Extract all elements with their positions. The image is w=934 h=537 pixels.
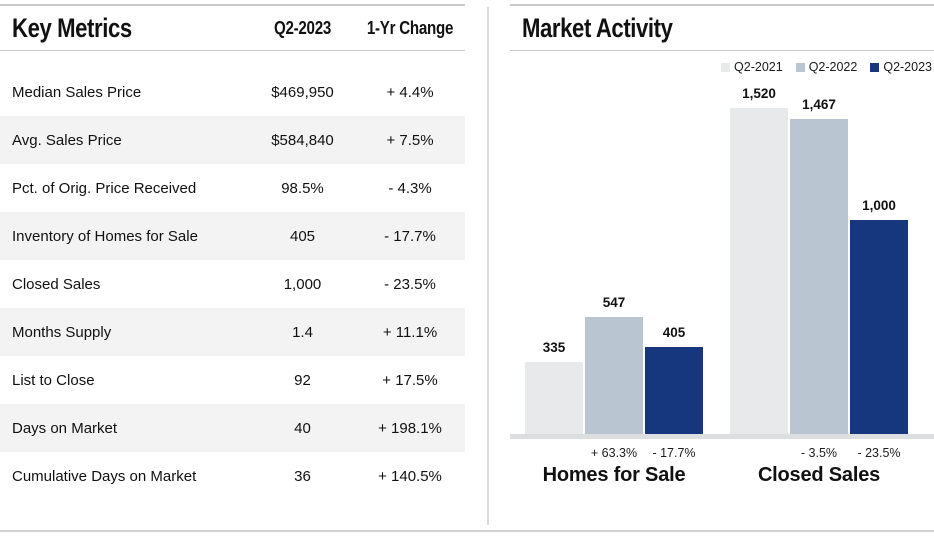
metric-label: Median Sales Price xyxy=(12,83,142,101)
metric-label: Avg. Sales Price xyxy=(12,131,122,149)
bar-value-label: 1,520 xyxy=(742,86,776,101)
bar-wrap: 1,467 xyxy=(790,97,848,434)
legend-label: Q2-2022 xyxy=(808,60,858,74)
table-row-closed-sales: Closed Sales 1,000 - 23.5% xyxy=(0,260,465,308)
table-row-avg-sales-price: Avg. Sales Price $584,840 + 7.5% xyxy=(0,116,465,164)
group-label-homes-for-sale: Homes for Sale xyxy=(542,464,686,486)
bottom-rule xyxy=(0,530,934,532)
metric-change: + 4.4% xyxy=(386,83,434,101)
metric-value: 36 xyxy=(294,467,311,485)
legend-swatch-q2-2022 xyxy=(795,62,805,72)
bar-q2-2023-closed-sales xyxy=(850,220,908,434)
metric-value: $469,950 xyxy=(271,83,334,101)
metric-change: + 17.5% xyxy=(382,371,438,389)
metric-value: 1.4 xyxy=(292,323,313,341)
legend-item-q2-2023: Q2-2023 xyxy=(870,60,932,74)
pct-change-label: - 23.5% xyxy=(857,446,901,460)
bar-value-label: 335 xyxy=(542,340,566,355)
metric-label: Days on Market xyxy=(12,419,118,437)
market-activity-header: Market Activity xyxy=(510,4,934,51)
metric-label: List to Close xyxy=(12,371,95,389)
metric-value: 40 xyxy=(294,419,311,437)
column-header-1yr-change: 1-Yr Change xyxy=(366,17,454,38)
pct-slot-empty xyxy=(730,446,788,460)
legend-item-q2-2021: Q2-2021 xyxy=(721,60,783,74)
legend-swatch-q2-2021 xyxy=(721,62,731,72)
table-row-inventory: Inventory of Homes for Sale 405 - 17.7% xyxy=(0,212,465,260)
legend-label: Q2-2023 xyxy=(883,60,932,74)
metric-label: Months Supply xyxy=(12,323,112,341)
bar-value-label: 547 xyxy=(602,295,626,310)
bar-value-label: 1,467 xyxy=(802,97,836,112)
bar-group-closed-sales: 1,520 1,467 1,000 xyxy=(730,86,908,434)
bar-group-homes-for-sale: 335 547 405 xyxy=(525,108,703,434)
panel-divider xyxy=(487,7,489,525)
market-activity-panel: Market Activity Q2-2021 Q2-2022 Q2-2023 … xyxy=(510,0,934,487)
market-activity-title: Market Activity xyxy=(522,12,673,43)
key-metrics-table: Median Sales Price $469,950 + 4.4% Avg. … xyxy=(0,68,465,500)
metric-change: - 23.5% xyxy=(384,275,436,293)
metric-change: - 4.3% xyxy=(388,179,432,197)
table-row-list-to-close: List to Close 92 + 17.5% xyxy=(0,356,465,404)
pct-change-row: + 63.3% - 17.7% - 3.5% - 23.5% xyxy=(510,446,934,460)
pct-slot-empty xyxy=(525,446,583,460)
legend-swatch-q2-2023 xyxy=(870,62,880,72)
pct-change-label: + 63.3% xyxy=(590,446,638,460)
bar-value-label: 1,000 xyxy=(862,198,896,213)
bar-q2-2021-closed-sales xyxy=(730,108,788,434)
metric-label: Inventory of Homes for Sale xyxy=(12,227,198,245)
metric-value: 98.5% xyxy=(281,179,324,197)
bar-value-label: 405 xyxy=(662,325,686,340)
key-metrics-header: Key Metrics Q2-2023 1-Yr Change xyxy=(0,4,465,51)
group-label-row: Homes for Sale Closed Sales xyxy=(510,464,934,487)
bar-q2-2023-homes-for-sale xyxy=(645,347,703,434)
pct-change-label: - 3.5% xyxy=(800,446,838,460)
metric-label: Closed Sales xyxy=(12,275,101,293)
bar-wrap: 1,520 xyxy=(730,86,788,434)
bar-q2-2022-closed-sales xyxy=(790,119,848,434)
bar-q2-2021-homes-for-sale xyxy=(525,362,583,434)
metric-label: Cumulative Days on Market xyxy=(12,467,197,485)
metric-value: 92 xyxy=(294,371,311,389)
metric-change: + 140.5% xyxy=(378,467,442,485)
metric-change: + 7.5% xyxy=(386,131,434,149)
metric-change: - 17.7% xyxy=(384,227,436,245)
metric-value: 405 xyxy=(289,227,316,245)
pct-change-label: - 17.7% xyxy=(652,446,696,460)
bar-wrap: 1,000 xyxy=(850,108,908,434)
chart-legend: Q2-2021 Q2-2022 Q2-2023 xyxy=(510,60,934,74)
bar-q2-2022-homes-for-sale xyxy=(585,317,643,434)
pct-group-closed-sales: - 3.5% - 23.5% xyxy=(730,446,908,460)
table-row-pct-orig-price: Pct. of Orig. Price Received 98.5% - 4.3… xyxy=(0,164,465,212)
table-row-median-sales-price: Median Sales Price $469,950 + 4.4% xyxy=(0,68,465,116)
bar-wrap: 335 xyxy=(525,108,583,434)
legend-item-q2-2022: Q2-2022 xyxy=(795,60,858,74)
column-header-q2-2023: Q2-2023 xyxy=(273,17,332,38)
metric-value: $584,840 xyxy=(271,131,334,149)
metric-change: + 11.1% xyxy=(382,323,438,341)
metric-label: Pct. of Orig. Price Received xyxy=(12,179,197,197)
metric-value: 1,000 xyxy=(283,275,322,293)
bar-wrap: 547 xyxy=(585,108,643,434)
group-label-closed-sales: Closed Sales xyxy=(757,464,881,486)
bar-wrap: 405 xyxy=(645,108,703,434)
legend-label: Q2-2021 xyxy=(734,60,783,74)
metric-change: + 198.1% xyxy=(378,419,442,437)
chart-baseline xyxy=(510,434,934,439)
pct-group-homes-for-sale: + 63.3% - 17.7% xyxy=(525,446,703,460)
key-metrics-panel: Key Metrics Q2-2023 1-Yr Change Median S… xyxy=(0,0,465,500)
table-row-cumulative-days: Cumulative Days on Market 36 + 140.5% xyxy=(0,452,465,500)
table-row-months-supply: Months Supply 1.4 + 11.1% xyxy=(0,308,465,356)
table-row-days-on-market: Days on Market 40 + 198.1% xyxy=(0,404,465,452)
bar-chart: 335 547 405 1,520 xyxy=(510,84,934,434)
key-metrics-title: Key Metrics xyxy=(12,12,132,43)
